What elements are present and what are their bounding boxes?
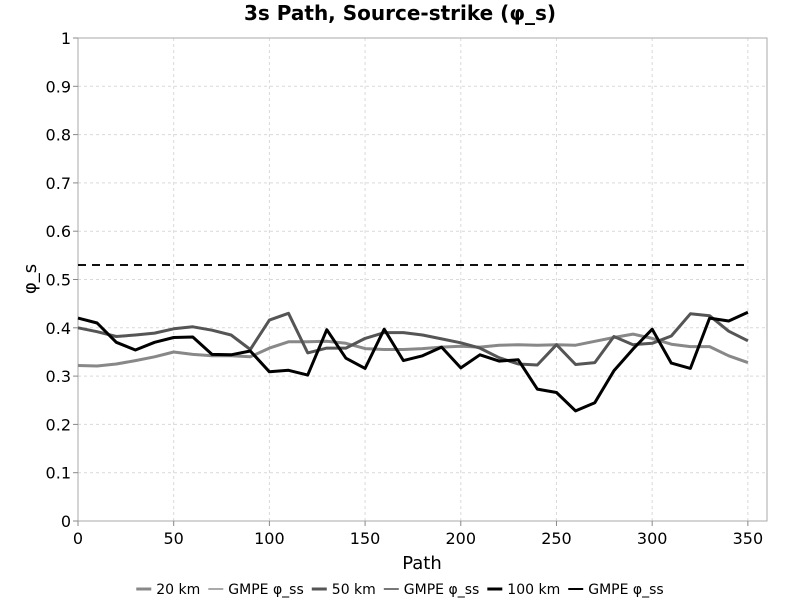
legend-label-2: 50 km <box>332 582 376 598</box>
legend-label-3: GMPE φ_ss <box>404 582 480 598</box>
y-tick-label: 0 <box>61 512 71 531</box>
y-tick-label: 0.7 <box>46 174 71 193</box>
y-tick-label: 0.2 <box>46 415 71 434</box>
legend-label-5: GMPE φ_ss <box>588 582 664 598</box>
y-tick-label: 1 <box>61 29 71 48</box>
x-axis-label: Path <box>402 553 442 574</box>
legend-label-4: 100 km <box>507 582 560 598</box>
x-tick-label: 100 <box>254 529 285 548</box>
x-tick-label: 250 <box>541 529 572 548</box>
y-tick-label: 0.4 <box>46 319 71 338</box>
y-axis-label: φ_s <box>20 264 41 294</box>
x-tick-label: 0 <box>73 529 83 548</box>
series-line-4 <box>77 310 749 413</box>
y-tick-label: 0.8 <box>46 126 71 145</box>
series-lines <box>77 264 749 413</box>
gridlines <box>78 38 767 521</box>
y-tick-label: 0.6 <box>46 222 71 241</box>
series-line-0 <box>77 332 749 368</box>
legend: 20 km GMPE φ_ss 50 km GMPE φ_ss 100 km GMPE φ… <box>136 582 664 598</box>
x-tick-label: 150 <box>350 529 381 548</box>
x-tick-label: 200 <box>446 529 477 548</box>
x-tick-label: 300 <box>637 529 668 548</box>
y-tick-label: 0.1 <box>46 464 71 483</box>
y-tick-label: 0.3 <box>46 367 71 386</box>
y-tick-label: 0.9 <box>46 77 71 96</box>
axis-ticks: 0 0.1 0.2 0.3 0.4 0.5 0.6 0.7 0.8 0.9 1 0 50 100 150 20… <box>46 29 764 548</box>
x-tick-label: 350 <box>733 529 764 548</box>
chart-title: 3s Path, Source-strike (φ_s) <box>244 1 556 25</box>
legend-label-1: GMPE φ_ss <box>228 582 304 598</box>
y-tick-label: 0.5 <box>46 271 71 290</box>
legend-label-0: 20 km <box>156 582 200 598</box>
x-tick-label: 50 <box>164 529 184 548</box>
